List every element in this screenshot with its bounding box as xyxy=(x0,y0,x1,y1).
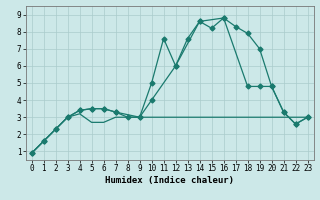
X-axis label: Humidex (Indice chaleur): Humidex (Indice chaleur) xyxy=(105,176,234,185)
